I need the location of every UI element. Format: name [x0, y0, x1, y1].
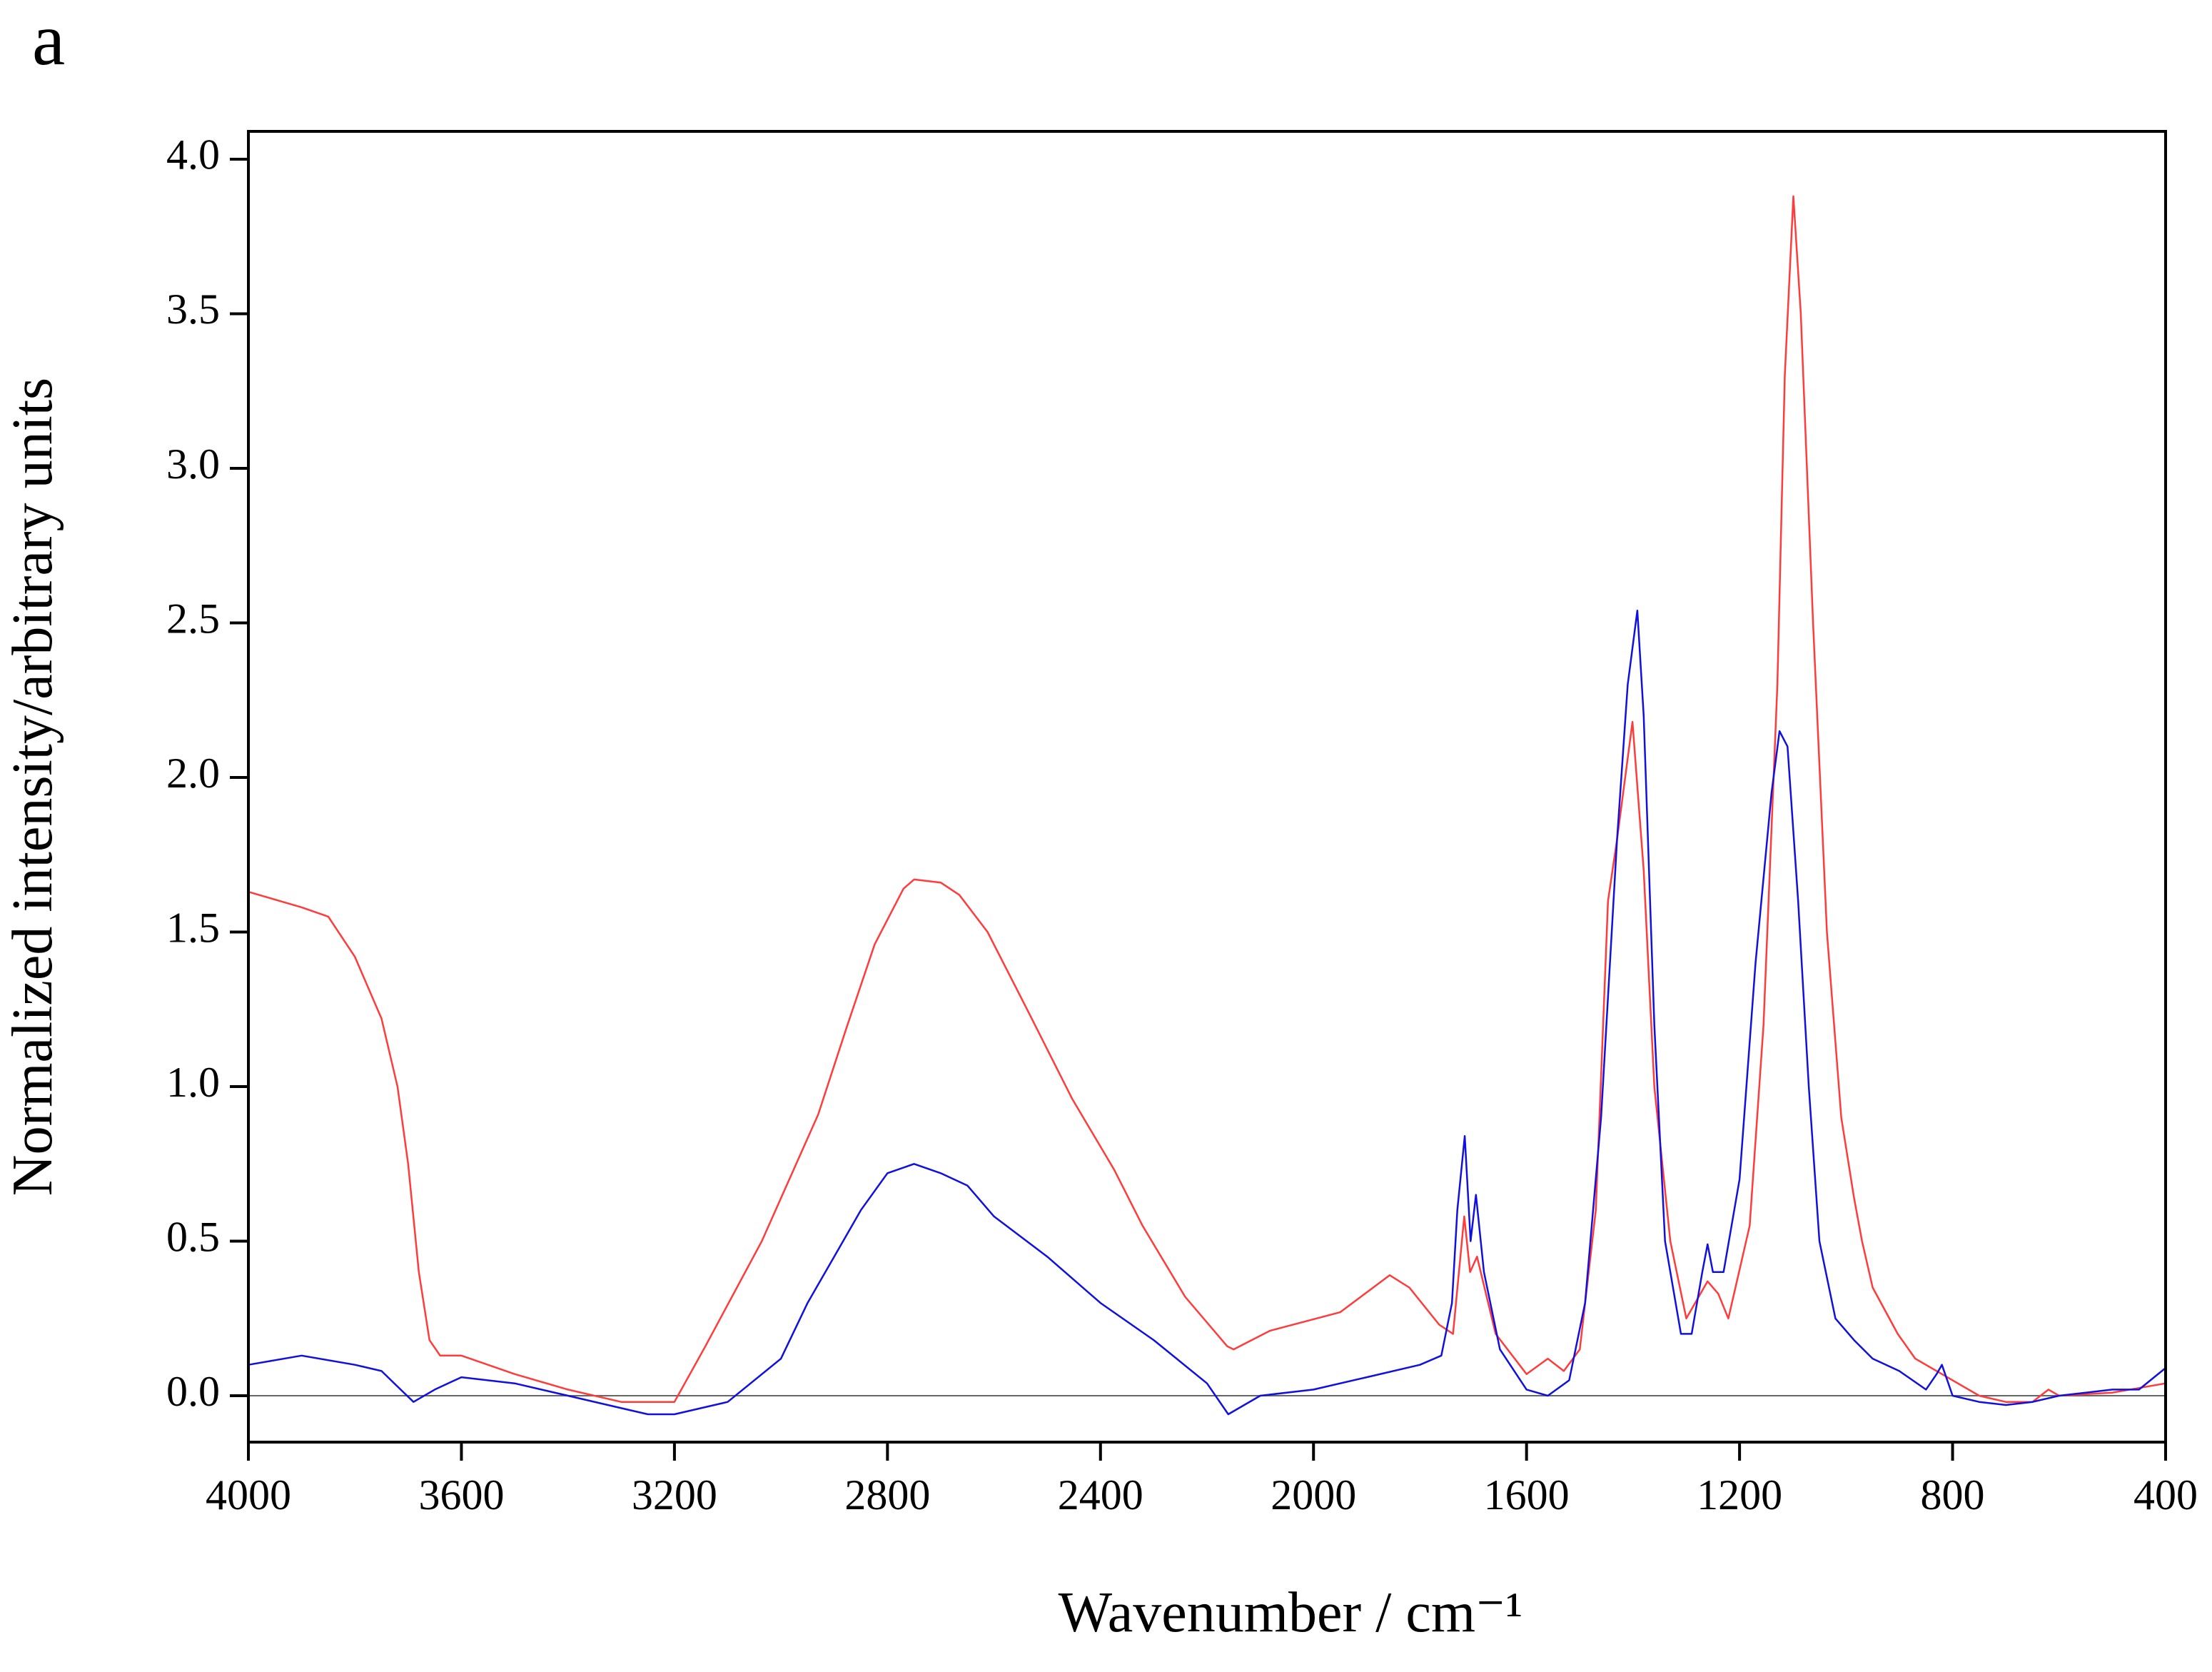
- spectrum-line: [248, 609, 2166, 1416]
- y-tick-label: 1.0: [166, 1059, 220, 1106]
- plot-frame: [247, 130, 2167, 1444]
- x-tick-label: 800: [1921, 1471, 1985, 1519]
- x-tick-label: 2800: [844, 1471, 930, 1519]
- x-tick-label: 2000: [1271, 1471, 1356, 1519]
- y-tick-label: 4.0: [166, 131, 220, 178]
- y-tick-label: 2.0: [166, 750, 220, 797]
- x-tick-label: 4000: [206, 1471, 291, 1519]
- x-tick-label: 3600: [418, 1471, 504, 1519]
- panel-label: a: [32, 0, 65, 81]
- y-tick-label: 3.5: [166, 286, 220, 333]
- y-tick-label: 2.5: [166, 595, 220, 642]
- spectrum-line: [248, 195, 2166, 1403]
- x-tick-label: 1200: [1697, 1471, 1782, 1519]
- x-tick-label: 400: [2133, 1471, 2198, 1519]
- y-tick-label: 3.0: [166, 440, 220, 488]
- y-tick-label: 0.5: [166, 1213, 220, 1260]
- y-axis-label: Normalized intensity/arbitrary units: [1, 378, 64, 1196]
- y-tick-label: 1.5: [166, 904, 220, 951]
- x-tick-label: 2400: [1058, 1471, 1143, 1519]
- x-axis-label: Wavenumber / cm⁻¹: [1059, 1581, 1523, 1644]
- x-tick-label: 1600: [1484, 1471, 1570, 1519]
- x-tick-label: 3200: [632, 1471, 717, 1519]
- y-tick-label: 0.0: [166, 1368, 220, 1415]
